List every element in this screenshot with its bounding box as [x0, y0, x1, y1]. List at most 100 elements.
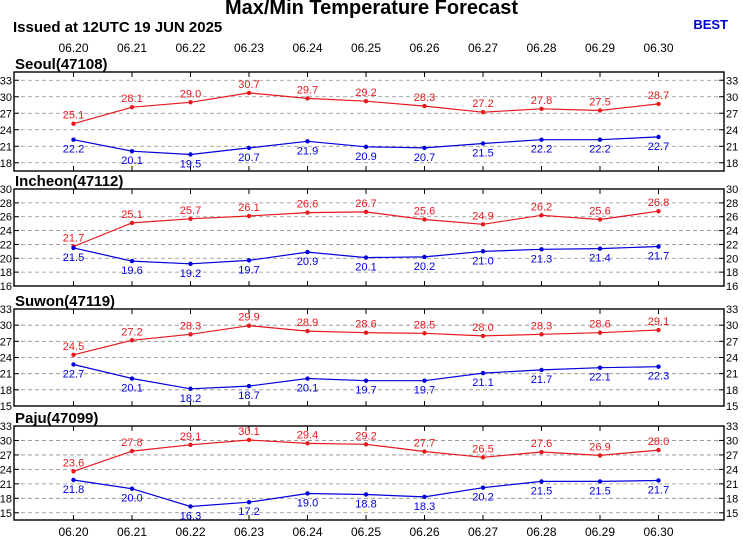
- min-temp-label: 21.8: [63, 484, 84, 496]
- min-temp-point: [129, 149, 135, 154]
- max-temp-label: 26.6: [297, 199, 318, 211]
- min-temp-point: [480, 141, 486, 146]
- date-label-top: 06.30: [643, 41, 673, 55]
- max-temp-point: [422, 103, 427, 109]
- max-temp-point: [363, 442, 369, 447]
- max-temp-point: [480, 109, 486, 115]
- min-temp-point: [305, 491, 310, 496]
- min-temp-point: [656, 478, 661, 483]
- min-temp-label: 22.2: [531, 144, 552, 156]
- max-temp-point: [246, 437, 252, 443]
- y-tick-label-left: 21: [0, 141, 12, 153]
- min-temp-label: 19.7: [414, 385, 435, 397]
- y-tick-label-right: 18: [726, 493, 738, 505]
- min-temp-point: [246, 258, 252, 263]
- max-temp-point: [305, 210, 310, 215]
- max-temp-label: 29.1: [180, 431, 201, 443]
- max-temp-label: 28.3: [414, 92, 435, 104]
- min-temp-label: 18.2: [180, 393, 201, 405]
- min-temp-point: [188, 504, 193, 509]
- min-temp-label: 19.7: [238, 264, 259, 276]
- max-temp-point: [71, 352, 76, 358]
- date-label-bottom: 06.23: [234, 525, 264, 539]
- y-tick-label-left: 27: [0, 108, 12, 120]
- max-temp-point: [422, 331, 427, 336]
- max-temp-point: [539, 449, 544, 455]
- y-tick-label-right: 22: [726, 239, 738, 251]
- min-temp-label: 21.9: [297, 145, 318, 157]
- min-temp-label: 19.7: [355, 385, 376, 397]
- date-label-top: 06.22: [175, 41, 205, 55]
- date-label-bottom: 06.22: [175, 525, 205, 539]
- y-tick-label-right: 30: [726, 92, 738, 104]
- max-temp-point: [656, 447, 661, 453]
- max-temp-label: 28.3: [531, 320, 552, 332]
- max-temp-label: 29.0: [180, 88, 201, 100]
- max-temp-label: 28.6: [355, 319, 376, 331]
- y-tick-label-right: 24: [726, 353, 738, 365]
- y-tick-label-right: 30: [726, 435, 738, 447]
- min-temp-point: [597, 246, 603, 251]
- max-temp-label: 25.6: [414, 205, 435, 217]
- min-temp-label: 18.3: [414, 501, 435, 513]
- min-temp-point: [305, 139, 310, 144]
- max-temp-label: 29.2: [355, 87, 376, 99]
- max-temp-point: [363, 209, 369, 215]
- issued-time: Issued at 12UTC 19 JUN 2025: [13, 19, 223, 36]
- min-temp-point: [246, 383, 252, 389]
- min-temp-label: 22.2: [589, 144, 610, 156]
- min-temp-point: [71, 245, 76, 251]
- y-tick-label-left: 24: [0, 353, 12, 365]
- min-temp-label: 22.7: [648, 141, 669, 153]
- min-temp-point: [188, 261, 193, 267]
- min-temp-point: [71, 362, 76, 367]
- y-tick-label-left: 33: [0, 75, 12, 87]
- max-temp-label: 26.1: [238, 202, 259, 214]
- max-temp-point: [305, 441, 310, 446]
- y-tick-label-left: 20: [0, 253, 12, 265]
- max-temp-point: [363, 98, 369, 104]
- max-temp-point: [188, 100, 193, 105]
- y-tick-label-right: 30: [726, 320, 738, 332]
- y-tick-label-left: 33: [0, 421, 12, 433]
- min-temp-label: 21.7: [648, 484, 669, 496]
- min-temp-label: 21.5: [531, 485, 552, 497]
- min-temp-point: [305, 376, 310, 381]
- max-temp-label: 28.1: [121, 93, 142, 105]
- max-temp-point: [539, 332, 544, 337]
- min-temp-label: 21.5: [472, 148, 493, 160]
- min-temp-point: [656, 364, 661, 369]
- max-temp-point: [597, 453, 603, 458]
- max-temp-label: 28.3: [180, 320, 201, 332]
- min-temp-label: 19.6: [121, 265, 142, 277]
- max-temp-label: 21.7: [63, 233, 84, 245]
- min-temp-label: 16.3: [180, 511, 201, 523]
- min-temp-label: 19.5: [180, 159, 201, 171]
- y-tick-label-right: 28: [726, 198, 738, 210]
- min-temp-point: [539, 479, 544, 484]
- min-temp-point: [539, 137, 544, 142]
- max-temp-point: [188, 216, 193, 221]
- y-tick-label-right: 30: [726, 184, 738, 196]
- y-tick-label-left: 18: [0, 158, 12, 170]
- y-tick-label-right: 18: [726, 385, 738, 397]
- y-tick-label-left: 22: [0, 239, 12, 251]
- y-tick-label-right: 15: [726, 508, 738, 520]
- min-temp-label: 20.1: [297, 383, 318, 395]
- max-temp-point: [363, 330, 369, 335]
- min-temp-label: 20.1: [121, 383, 142, 395]
- max-temp-label: 25.1: [121, 209, 142, 221]
- date-label-bottom: 06.27: [468, 525, 498, 539]
- min-temp-point: [363, 492, 369, 497]
- max-temp-point: [656, 101, 661, 107]
- max-temp-label: 29.7: [297, 84, 318, 96]
- min-temp-point: [480, 249, 486, 254]
- min-temp-label: 21.1: [472, 377, 493, 389]
- date-label-top: 06.29: [585, 41, 615, 55]
- y-tick-label-left: 30: [0, 92, 12, 104]
- max-temp-label: 24.9: [472, 210, 493, 222]
- panel-frame: [13, 71, 725, 172]
- min-temp-point: [539, 247, 544, 252]
- min-temp-label: 20.7: [414, 152, 435, 164]
- max-temp-point: [597, 217, 603, 222]
